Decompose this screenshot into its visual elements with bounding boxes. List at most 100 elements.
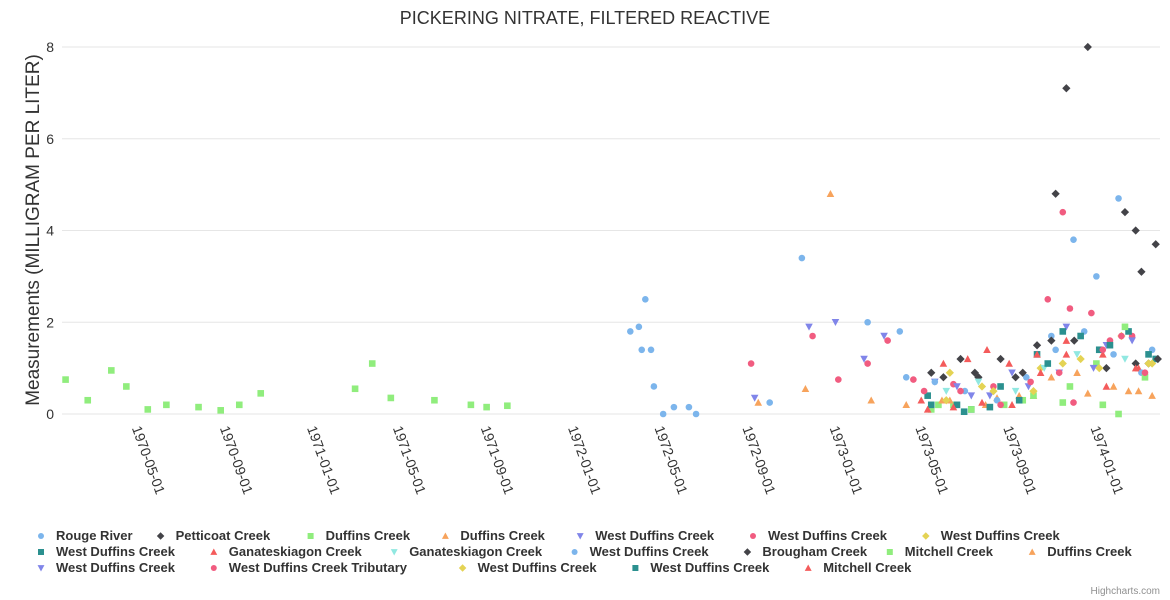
data-point (1106, 341, 1114, 349)
data-point (1073, 368, 1081, 376)
data-point (1062, 84, 1071, 93)
data-point (1047, 336, 1056, 345)
data-point (1048, 332, 1055, 340)
data-point (638, 346, 646, 354)
data-point (1088, 309, 1095, 317)
legend-item[interactable]: Mitchell Creek (886, 544, 994, 559)
legend-item[interactable]: West Duffins Creek (576, 528, 715, 543)
legend-label: Duffins Creek (460, 528, 545, 543)
data-point (1070, 336, 1079, 345)
x-tick-label: 1973-09-01 (1000, 424, 1040, 497)
legend-item[interactable]: West Duffins Creek (750, 528, 888, 543)
legend-label: Mitchell Creek (823, 560, 912, 575)
data-point (431, 396, 438, 404)
legend-symbol (922, 532, 930, 540)
legend-item[interactable]: Petticoat Creek (156, 528, 271, 543)
data-point (1005, 359, 1013, 367)
legend-label: Mitchell Creek (905, 544, 994, 559)
data-point (1095, 346, 1103, 354)
data-point (1102, 382, 1111, 390)
data-point (831, 319, 840, 327)
legend-item[interactable]: Rouge River (38, 528, 133, 543)
data-point (195, 403, 202, 411)
y-tick-label: 0 (46, 406, 54, 422)
data-point (1151, 240, 1160, 249)
legend-label: West Duffins Creek (941, 528, 1061, 543)
x-tick-label: 1974-01-01 (1088, 424, 1128, 497)
legend-item[interactable]: Duffins Creek (307, 528, 411, 543)
legend-item[interactable]: Duffins Creek (1028, 544, 1133, 559)
legend-symbol (37, 565, 45, 572)
data-point (387, 394, 395, 402)
data-point (108, 367, 115, 374)
data-point (960, 408, 968, 416)
data-point (798, 254, 806, 262)
legend-item[interactable]: Brougham Creek (743, 544, 868, 559)
legend-item[interactable]: West Duffins Creek (37, 560, 176, 575)
data-point (942, 387, 951, 395)
data-point (1131, 226, 1140, 235)
data-point (1008, 369, 1016, 377)
data-point (896, 328, 904, 335)
legend-item[interactable]: Ganateskiagon Creek (390, 544, 543, 559)
legend-symbol (307, 533, 314, 539)
data-point (1120, 208, 1130, 217)
data-point (1084, 389, 1092, 397)
data-point (997, 383, 1004, 390)
data-point (1131, 359, 1140, 368)
legend-item[interactable]: West Duffins Creek Tributary (210, 560, 408, 575)
y-axis-title: Measurements (MILLIGRAM PER LITER) (23, 54, 44, 406)
legend-label: West Duffins Creek (650, 560, 770, 575)
data-point (1027, 378, 1034, 386)
data-point (963, 355, 972, 363)
legend-label: Ganateskiagon Creek (409, 544, 543, 559)
legend-symbol (1028, 548, 1036, 555)
legend-item[interactable]: Mitchell Creek (804, 560, 912, 575)
data-point (1109, 382, 1118, 390)
legend-label: West Duffins Creek (478, 560, 598, 575)
data-point (864, 360, 871, 367)
data-point (1052, 346, 1059, 354)
x-tick-label: 1970-09-01 (217, 424, 257, 497)
data-point (939, 373, 948, 382)
data-point (1137, 267, 1146, 276)
legend-item[interactable]: West Duffins Creek (571, 544, 710, 559)
legend-item[interactable]: West Duffins Creek (632, 560, 770, 575)
data-point (801, 384, 810, 392)
data-point (1059, 208, 1067, 216)
data-point (1015, 396, 1023, 404)
legend-item[interactable]: Duffins Creek (441, 528, 546, 543)
data-point (1141, 374, 1149, 381)
data-point (1011, 387, 1020, 395)
data-point (1029, 386, 1038, 396)
legend-item[interactable]: West Duffins Creek (922, 528, 1061, 543)
legend-item[interactable]: West Duffins Creek (38, 544, 176, 559)
data-point (1051, 189, 1060, 198)
data-point (1058, 359, 1067, 368)
data-point (935, 401, 942, 409)
data-point (993, 396, 1001, 404)
data-point (144, 406, 152, 413)
data-point (910, 376, 917, 383)
credits-link[interactable]: Highcharts.com (1091, 586, 1160, 597)
data-point (1062, 323, 1071, 331)
data-point (977, 382, 987, 391)
data-point (931, 378, 939, 386)
legend-item[interactable]: West Duffins Creek (458, 560, 598, 575)
legend-item[interactable]: Ganateskiagon Creek (210, 544, 363, 559)
data-point (1044, 360, 1052, 367)
data-point (62, 376, 69, 383)
data-point (1141, 369, 1149, 377)
data-point (1070, 399, 1077, 406)
data-point (1093, 273, 1100, 280)
data-point (1066, 383, 1074, 390)
data-point (1153, 354, 1162, 364)
data-point (659, 410, 667, 418)
data-point (1044, 296, 1052, 303)
data-point (1077, 332, 1084, 340)
legend-symbol (38, 549, 44, 555)
data-point (920, 387, 928, 395)
data-point (1062, 336, 1071, 344)
data-point (123, 383, 130, 390)
data-point (1099, 346, 1107, 354)
